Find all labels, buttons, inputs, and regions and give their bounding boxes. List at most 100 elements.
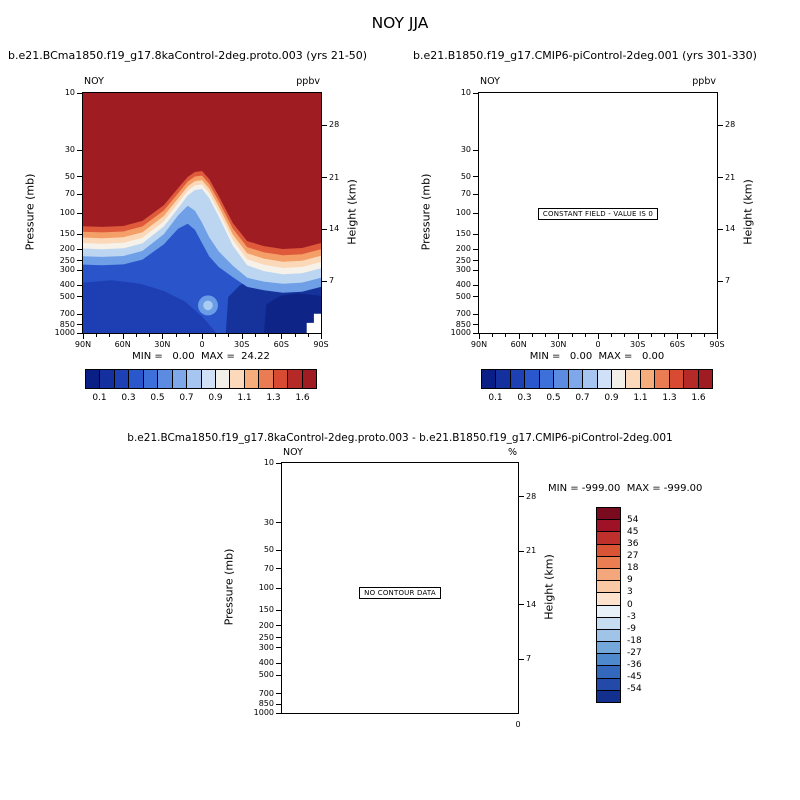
colorbar-segment	[143, 370, 159, 388]
latitude-minor-tick-mark	[254, 334, 256, 337]
colorbar-segment	[640, 370, 656, 388]
colorbar-label: 1.3	[662, 393, 677, 403]
colorbar-segment	[597, 508, 620, 521]
latitude-tick-label: 90N	[74, 340, 92, 349]
no-contour-message: NO CONTOUR DATA	[359, 587, 441, 599]
pressure-tick-label: 200	[258, 620, 274, 630]
pressure-tick-mark	[276, 609, 281, 611]
colorbar-label: 54	[627, 514, 639, 525]
latitude-minor-tick-mark	[531, 334, 533, 337]
latitude-minor-tick-mark	[492, 334, 494, 337]
latitude-tick-mark	[479, 334, 480, 339]
pressure-tick-mark	[473, 260, 478, 262]
pressure-tick-mark	[276, 674, 281, 676]
case-title-diff: b.e21.BCma1850.f19_g17.8kaControl-2deg.p…	[127, 432, 673, 444]
contour-region	[83, 280, 217, 333]
height-tick-label: 21	[725, 172, 736, 182]
latitude-minor-tick-mark	[188, 334, 190, 337]
colorbar-label: -9	[627, 623, 636, 634]
colorbar-label: 0.5	[150, 393, 165, 403]
latitude-tick-mark	[162, 334, 164, 339]
height-tick-mark	[519, 658, 524, 660]
pressure-tick-mark	[77, 193, 82, 195]
pressure-tick-label: 70	[263, 563, 274, 573]
colorbar-segment	[230, 370, 245, 388]
colorbar-label: 0.3	[517, 393, 532, 403]
pressure-tick-label: 10	[263, 458, 274, 467]
case-title-right: b.e21.B1850.f19_g17.CMIP6-piControl-2deg…	[413, 49, 757, 62]
colorbar-labels-left: 0.1 0.3 0.5 0.7 0.9 1.1 1.3 1.6	[85, 394, 317, 406]
constant-field-message: CONSTANT FIELD - VALUE IS 0	[537, 208, 659, 220]
colorbar-segment	[244, 370, 260, 388]
pressure-tick-mark	[473, 92, 478, 94]
colorbar-label: 0.9	[208, 393, 223, 403]
colorbar-segment	[597, 654, 620, 667]
height-tick-label: 21	[526, 546, 537, 556]
colorbar-label: 0.5	[546, 393, 561, 403]
latitude-tick-label: 60S	[273, 340, 289, 349]
colorbar-label: 45	[627, 526, 639, 537]
colorbar-label: 1.1	[633, 393, 648, 403]
height-tick-mark	[322, 280, 327, 282]
latitude-tick-mark	[83, 334, 84, 339]
latitude-tick-label: 30S	[630, 340, 646, 349]
latitude-minor-tick-mark	[650, 334, 652, 337]
plot-frame-right: CONSTANT FIELD - VALUE IS 0 10 30 50 70 100 1…	[451, 89, 736, 349]
pressure-tick-label: 200	[59, 244, 75, 254]
pressure-tick-mark	[473, 269, 478, 271]
pressure-tick-mark	[77, 260, 82, 262]
height-tick-mark	[322, 177, 327, 179]
colorbar-segment	[187, 370, 202, 388]
height-tick-label: 14	[725, 224, 736, 234]
height-tick-mark	[322, 228, 327, 230]
pressure-tick-label: 500	[59, 291, 75, 301]
height-tick-label: 21	[329, 172, 340, 182]
colorbar-segment	[172, 370, 188, 388]
height-tick-mark	[718, 228, 723, 230]
colorbar-segment	[496, 370, 511, 388]
colorbar-segment	[114, 370, 130, 388]
height-tick-mark	[718, 124, 723, 126]
pressure-tick-label: 850	[455, 319, 471, 329]
height-tick-label: 14	[526, 599, 537, 609]
latitude-minor-tick-mark	[294, 334, 296, 337]
pressure-tick-label: 10	[64, 88, 75, 97]
pressure-tick-label: 700	[455, 309, 471, 319]
colorbar-segment	[539, 370, 555, 388]
colorbar-segment	[655, 370, 670, 388]
pressure-tick-label: 150	[455, 229, 471, 239]
colorbar-label: 3	[627, 587, 633, 598]
height-tick-label: 7	[526, 654, 532, 664]
pressure-tick-mark	[473, 212, 478, 214]
colorbar-label: 1.1	[237, 393, 252, 403]
x-axis-tick-label: 0	[515, 720, 521, 729]
colorbar-segment	[597, 593, 620, 606]
height-tick-label: 7	[725, 276, 731, 286]
pressure-tick-mark	[276, 637, 281, 639]
latitude-tick-mark	[717, 334, 718, 339]
pressure-tick-mark	[276, 693, 281, 695]
constant-field-message-wrap: CONSTANT FIELD - VALUE IS 0	[479, 201, 717, 220]
colorbar-label: -54	[627, 684, 642, 695]
colorbar-segment	[525, 370, 540, 388]
latitude-tick-label: 90S	[313, 340, 329, 349]
pressure-tick-mark	[276, 549, 281, 551]
latitude-tick-label: 60S	[669, 340, 685, 349]
latitude-tick-label: 60N	[114, 340, 131, 349]
main-title: NOY JJA	[371, 14, 429, 32]
pressure-tick-mark	[473, 313, 478, 315]
pressure-tick-mark	[276, 568, 281, 570]
pressure-tick-label: 300	[59, 265, 75, 275]
colorbar-label: -45	[627, 672, 642, 683]
pressure-tick-mark	[473, 233, 478, 235]
pressure-tick-label: 400	[258, 658, 274, 668]
colorbar-segment	[158, 370, 173, 388]
colorbar-segment	[288, 370, 303, 388]
units-label-diff: %	[507, 447, 517, 458]
pressure-tick-mark	[77, 324, 82, 325]
pressure-tick-label: 500	[455, 291, 471, 301]
pressure-axis-label-right: Pressure (mb)	[419, 173, 433, 251]
latitude-minor-tick-mark	[584, 334, 586, 337]
pressure-tick-label: 700	[59, 309, 75, 319]
